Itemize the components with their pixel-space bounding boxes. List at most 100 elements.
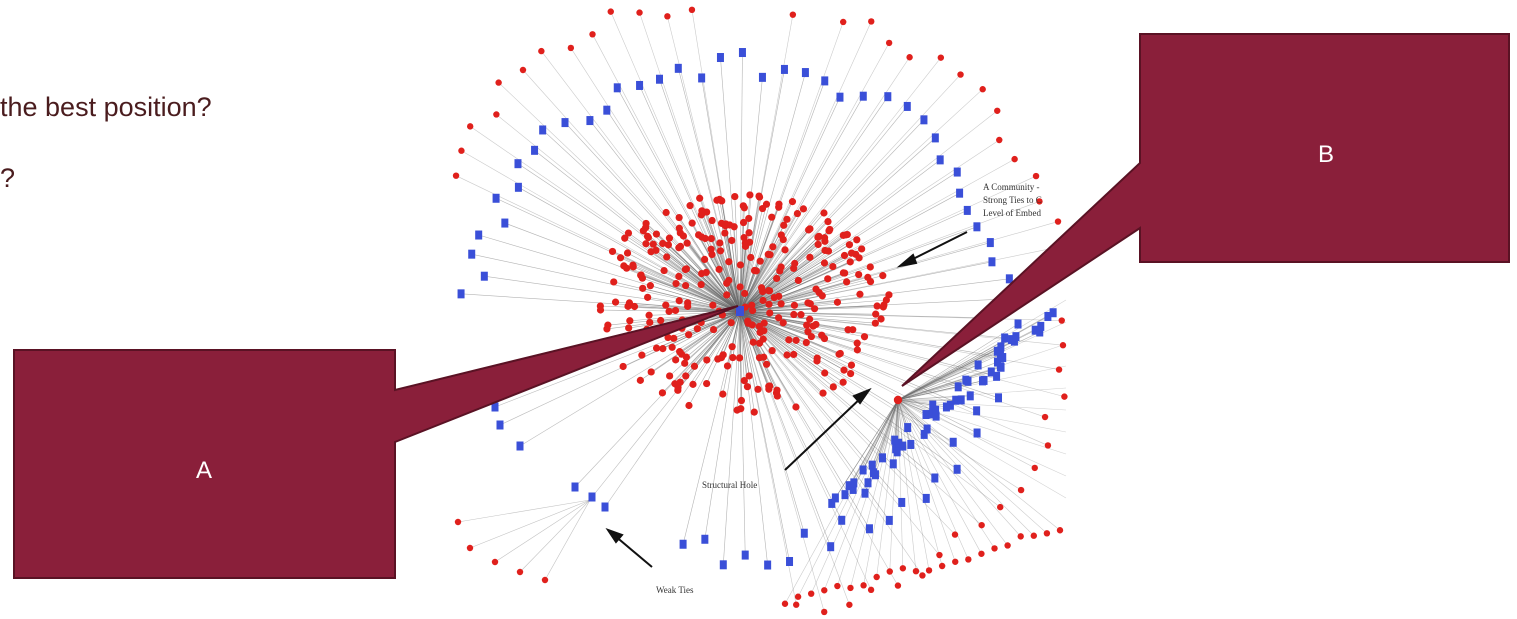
strong-tie-node [638, 274, 647, 282]
strong-tie-node [790, 350, 798, 359]
strong-tie-node [807, 332, 815, 341]
strong-tie-node [871, 319, 879, 327]
network-edge [894, 399, 899, 441]
strong-tie-node [466, 123, 474, 130]
strong-tie-node [748, 306, 757, 315]
callout-a: A [13, 305, 739, 579]
weak-tie-node [995, 393, 1003, 403]
callout-b-box [901, 33, 1510, 387]
network-edge [704, 311, 741, 540]
weak-tie-node [780, 64, 788, 74]
weak-tie-node [828, 498, 836, 508]
strong-tie-node [978, 550, 985, 557]
network-edge [739, 311, 956, 535]
strong-tie-node [797, 311, 805, 319]
network-edge [897, 399, 930, 571]
strong-tie-node [877, 315, 885, 323]
strong-tie-node [737, 396, 746, 405]
network-edge [706, 311, 741, 361]
strong-tie-node [703, 379, 711, 388]
strong-tie-node [747, 253, 755, 262]
weak-tie-node [701, 534, 709, 544]
network-edge [739, 52, 743, 313]
strong-tie-node [1011, 155, 1018, 163]
strong-tie-node [1030, 532, 1038, 539]
strong-tie-node [727, 319, 735, 327]
hub-node [736, 306, 744, 316]
weak-tie-node [1014, 319, 1022, 329]
strong-tie-node [1061, 393, 1068, 400]
strong-tie-node [762, 200, 771, 208]
strong-tie-node [824, 217, 832, 226]
weak-tie-node [613, 83, 621, 93]
strong-tie-node [643, 232, 652, 240]
strong-tie-node [750, 408, 758, 416]
weak-tie-node [932, 411, 940, 421]
weak-tie-node [679, 539, 687, 549]
strong-tie-node [936, 551, 943, 559]
strong-tie-node [749, 338, 757, 346]
weak-tie-node [1012, 332, 1020, 342]
strong-tie-node [696, 194, 704, 202]
strong-tie-node [603, 325, 611, 333]
weak-tie-node [841, 490, 849, 500]
strong-tie-node [693, 325, 701, 333]
strong-tie-node [843, 278, 851, 286]
strong-tie-node [646, 282, 654, 290]
strong-tie-node [688, 6, 696, 14]
weak-tie-node [868, 460, 876, 470]
weak-ties-arrow-head [605, 528, 624, 544]
network-edge [574, 311, 741, 488]
network-edge [739, 241, 826, 313]
network-edge [739, 293, 860, 313]
weak-tie-node [531, 145, 539, 155]
weak-tie-node [957, 395, 965, 405]
weak-tie-node [966, 391, 974, 401]
strong-tie-node [820, 259, 829, 267]
strong-tie-node [879, 272, 887, 280]
strong-tie-node [821, 237, 829, 245]
strong-tie-node [662, 208, 670, 217]
strong-tie-node [682, 372, 690, 380]
strong-tie-node [965, 556, 972, 563]
network-edge [739, 311, 1065, 397]
network-edge [897, 387, 1067, 401]
network-edge [645, 243, 741, 313]
strong-tie-node [847, 369, 855, 378]
strong-tie-node [833, 298, 842, 306]
structural-hole-label: Structural Hole [702, 480, 757, 490]
strong-tie-node [855, 270, 863, 279]
network-edge [739, 311, 954, 443]
strong-tie-node [957, 71, 964, 78]
network-edge [897, 399, 912, 445]
network-edge [739, 175, 1037, 313]
weak-tie-node [892, 444, 900, 454]
network-edge [678, 68, 741, 313]
network-edge [897, 399, 904, 447]
network-nodes [452, 6, 1068, 616]
network-edge [897, 399, 925, 435]
weak-tie-node [1036, 327, 1044, 337]
strong-tie-node [686, 202, 694, 210]
weak-tie-node [884, 92, 892, 102]
network-edge [633, 266, 741, 313]
strong-tie-node [799, 205, 808, 213]
strong-tie-node [1041, 413, 1049, 421]
strong-tie-node [589, 31, 596, 38]
weak-tie-node [929, 400, 937, 410]
strong-tie-node [792, 403, 800, 411]
weak-tie-node [674, 63, 682, 73]
community-label-line-2: Strong Ties to C [983, 195, 1042, 205]
strong-tie-node [844, 326, 852, 334]
structural-hole-arrow-head [852, 387, 872, 405]
strong-tie-node [728, 343, 736, 351]
strong-tie-node [821, 587, 828, 594]
strong-tie-node [652, 344, 661, 352]
network-edge [739, 311, 755, 413]
network-edge [739, 201, 1040, 313]
network-edge [897, 299, 1067, 401]
strong-tie-node [1054, 218, 1062, 225]
strong-tie-node [740, 376, 748, 385]
question-second: ? [0, 163, 16, 193]
